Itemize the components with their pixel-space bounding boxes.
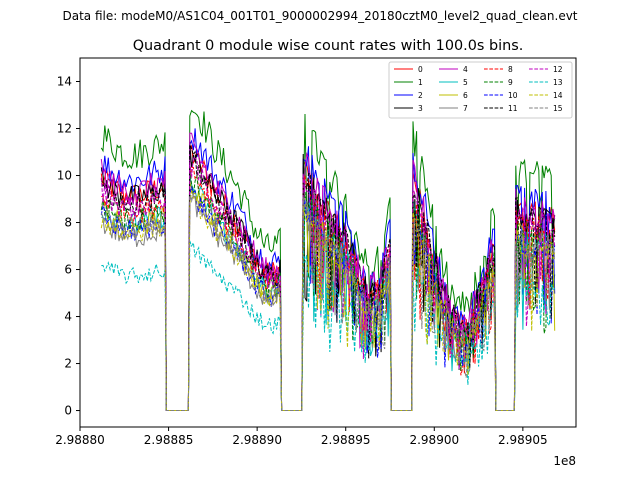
- chart-title: Quadrant 0 module wise count rates with …: [133, 38, 524, 54]
- legend-label-11: 11: [508, 104, 518, 113]
- legend-label-13: 13: [553, 78, 563, 87]
- y-tick-label: 14: [57, 75, 72, 89]
- series-line-15: [100, 191, 556, 411]
- x-tick-label: 2.98905: [498, 433, 548, 447]
- plot-frame: [79, 57, 577, 428]
- series-line-8: [101, 166, 556, 411]
- series-line-4: [100, 132, 556, 411]
- data-file-label: Data file: modeM0/AS1C04_001T01_90000029…: [62, 9, 577, 23]
- series-line-1: [100, 109, 556, 411]
- y-tick-label: 6: [64, 263, 72, 277]
- legend-label-9: 9: [508, 78, 513, 87]
- y-tick-label: 2: [64, 357, 72, 371]
- x-tick-label: 2.98900: [409, 433, 459, 447]
- series-line-12: [100, 156, 556, 411]
- legend-label-2: 2: [418, 91, 423, 100]
- x-tick-label: 2.98880: [55, 433, 105, 447]
- y-tick-label: 0: [64, 404, 72, 418]
- x-tick-label: 2.98885: [144, 433, 194, 447]
- legend-label-8: 8: [508, 65, 513, 74]
- y-axis: 0 2 4 6 8 10 12 14: [57, 75, 80, 418]
- legend-label-15: 15: [553, 104, 563, 113]
- x-tick-label: 2.98895: [321, 433, 371, 447]
- x-offset-label: 1e8: [553, 454, 576, 468]
- legend-label-4: 4: [463, 65, 468, 74]
- legend-frame: [388, 61, 573, 119]
- legend-label-7: 7: [463, 104, 468, 113]
- legend-label-12: 12: [553, 65, 563, 74]
- legend-label-0: 0: [418, 65, 423, 74]
- y-tick-label: 4: [64, 310, 72, 324]
- legend-label-3: 3: [418, 104, 423, 113]
- legend-label-10: 10: [508, 91, 518, 100]
- legend-label-14: 14: [553, 91, 563, 100]
- series-layer: [100, 109, 556, 411]
- series-line-14: [100, 189, 556, 411]
- legend-label-5: 5: [463, 78, 468, 87]
- legend-label-6: 6: [463, 91, 468, 100]
- x-tick-label: 2.98890: [232, 433, 282, 447]
- y-tick-label: 10: [57, 169, 72, 183]
- y-tick-label: 8: [64, 216, 72, 230]
- legend-label-1: 1: [418, 78, 423, 87]
- x-axis: 2.98880 2.98885 2.98890 2.98895 2.98900 2.989…: [55, 427, 548, 447]
- y-tick-label: 12: [57, 122, 72, 136]
